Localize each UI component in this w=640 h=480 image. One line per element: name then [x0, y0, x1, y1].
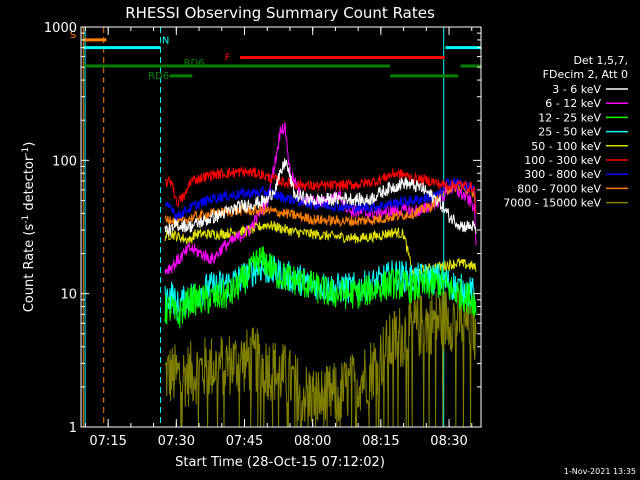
legend-label: 50 - 100 keV — [531, 140, 601, 153]
x-tick-label: 08:00 — [294, 434, 331, 449]
series-line — [164, 165, 477, 214]
x-axis-label: Start Time (28-Oct-15 07:12:02) — [175, 455, 385, 470]
series-line — [164, 122, 477, 275]
y-axis-label-mid: detector — [22, 155, 37, 215]
legend-label: 7000 - 15000 keV — [503, 197, 601, 210]
y-axis-label-sup1: -1 — [21, 215, 31, 224]
legend-label: 25 - 50 keV — [538, 126, 601, 139]
y-tick-label: 10 — [60, 288, 77, 303]
x-axis: 07:15 07:30 07:45 08:00 08:15 08:30 — [84, 27, 473, 449]
legend-label: 12 - 25 keV — [538, 111, 601, 124]
chart-title: RHESSI Observing Summary Count Rates — [125, 4, 435, 22]
legend-label: 100 - 300 keV — [524, 154, 601, 167]
legend-header: Det 1,5,7, — [573, 54, 628, 67]
annotation-label: S — [70, 30, 76, 41]
y-tick-label: 1000 — [44, 21, 77, 36]
y-axis-label-end: ) — [22, 142, 37, 147]
legend-header: FDecim 2, Att 0 — [543, 68, 628, 81]
y-tick-label: 100 — [52, 154, 77, 169]
series-line — [164, 158, 477, 237]
y-axis-label-start: Count Rate (s — [22, 224, 37, 313]
y-axis: 1 10 100 1000 — [44, 21, 481, 436]
x-tick-label: 07:30 — [158, 434, 195, 449]
plot-area: S N F RD6 RD6 — [70, 27, 481, 427]
annotation-label: N — [162, 36, 169, 47]
legend-label: 6 - 12 keV — [545, 97, 601, 110]
y-axis-label: Count Rate (s-1 detector-1) — [21, 142, 37, 313]
legend-label: 800 - 7000 keV — [517, 182, 601, 195]
plot-clip-group — [82, 27, 481, 427]
series-line — [164, 287, 477, 427]
plot-frame — [80, 26, 482, 428]
y-tick-label: 1 — [69, 421, 77, 436]
legend-label: 3 - 6 keV — [552, 83, 601, 96]
x-tick-label: 07:45 — [226, 434, 263, 449]
y-axis-label-sup2: -1 — [21, 147, 31, 156]
annotation-label: RD6 — [184, 58, 205, 69]
series-line — [164, 246, 477, 329]
annotation-label: F — [225, 53, 231, 64]
x-tick-label: 08:30 — [430, 434, 467, 449]
series-line — [164, 220, 477, 278]
x-tick-label: 08:15 — [362, 434, 399, 449]
annotation-label: RD6 — [148, 71, 169, 82]
legend-label: 300 - 800 keV — [524, 168, 601, 181]
x-tick-label: 07:15 — [89, 434, 126, 449]
y-axis-label-group: Count Rate (s-1 detector-1) — [21, 142, 37, 313]
footer-timestamp: 1-Nov-2021 13:35 — [564, 467, 636, 476]
